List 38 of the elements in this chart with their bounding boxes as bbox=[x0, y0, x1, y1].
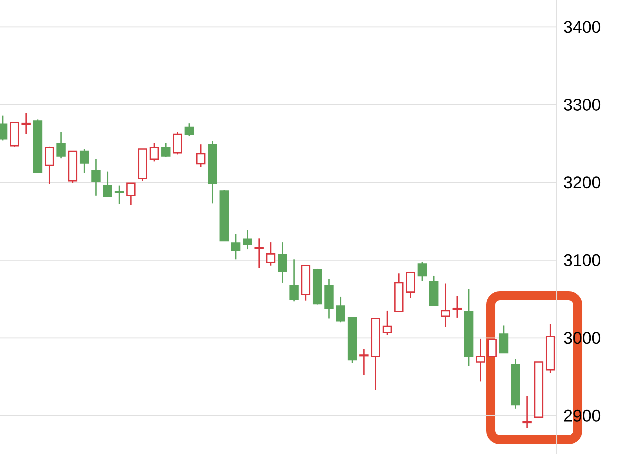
candlestick bbox=[324, 278, 334, 320]
candlestick bbox=[418, 261, 428, 282]
candlestick bbox=[22, 112, 31, 136]
candlestick bbox=[56, 132, 66, 160]
candlestick bbox=[441, 283, 450, 328]
candlestick bbox=[92, 158, 101, 197]
candlestick bbox=[243, 229, 252, 250]
candlestick bbox=[522, 396, 532, 429]
candlestick bbox=[254, 238, 264, 269]
candlestick bbox=[278, 242, 288, 284]
candlestick bbox=[0, 115, 8, 142]
candlestick bbox=[266, 242, 276, 267]
candlestick bbox=[162, 142, 171, 158]
candlestick bbox=[10, 122, 20, 148]
candlestick bbox=[231, 233, 241, 260]
candlestick bbox=[360, 348, 369, 376]
candlestick bbox=[184, 122, 194, 137]
candlestick bbox=[499, 325, 509, 354]
candlestick bbox=[173, 132, 182, 156]
candlestick bbox=[45, 146, 54, 185]
candlestick bbox=[150, 142, 160, 162]
y-tick-label: 3400 bbox=[564, 21, 601, 34]
candlestick bbox=[382, 310, 392, 336]
candlestick bbox=[80, 148, 90, 174]
candlestick bbox=[103, 171, 112, 198]
candlestick bbox=[406, 272, 416, 300]
candlestick bbox=[196, 144, 206, 168]
candlestick bbox=[452, 296, 462, 319]
y-tick-label: 3100 bbox=[564, 254, 601, 266]
y-tick-label: 3200 bbox=[564, 176, 601, 189]
candlestick bbox=[114, 185, 124, 206]
candlestick bbox=[336, 296, 346, 324]
candlestick bbox=[290, 259, 299, 302]
candlestick bbox=[429, 275, 439, 306]
candlestick bbox=[488, 339, 497, 358]
candlestick bbox=[476, 338, 486, 382]
y-tick-label: 3300 bbox=[564, 98, 601, 111]
candlestick bbox=[126, 182, 136, 206]
